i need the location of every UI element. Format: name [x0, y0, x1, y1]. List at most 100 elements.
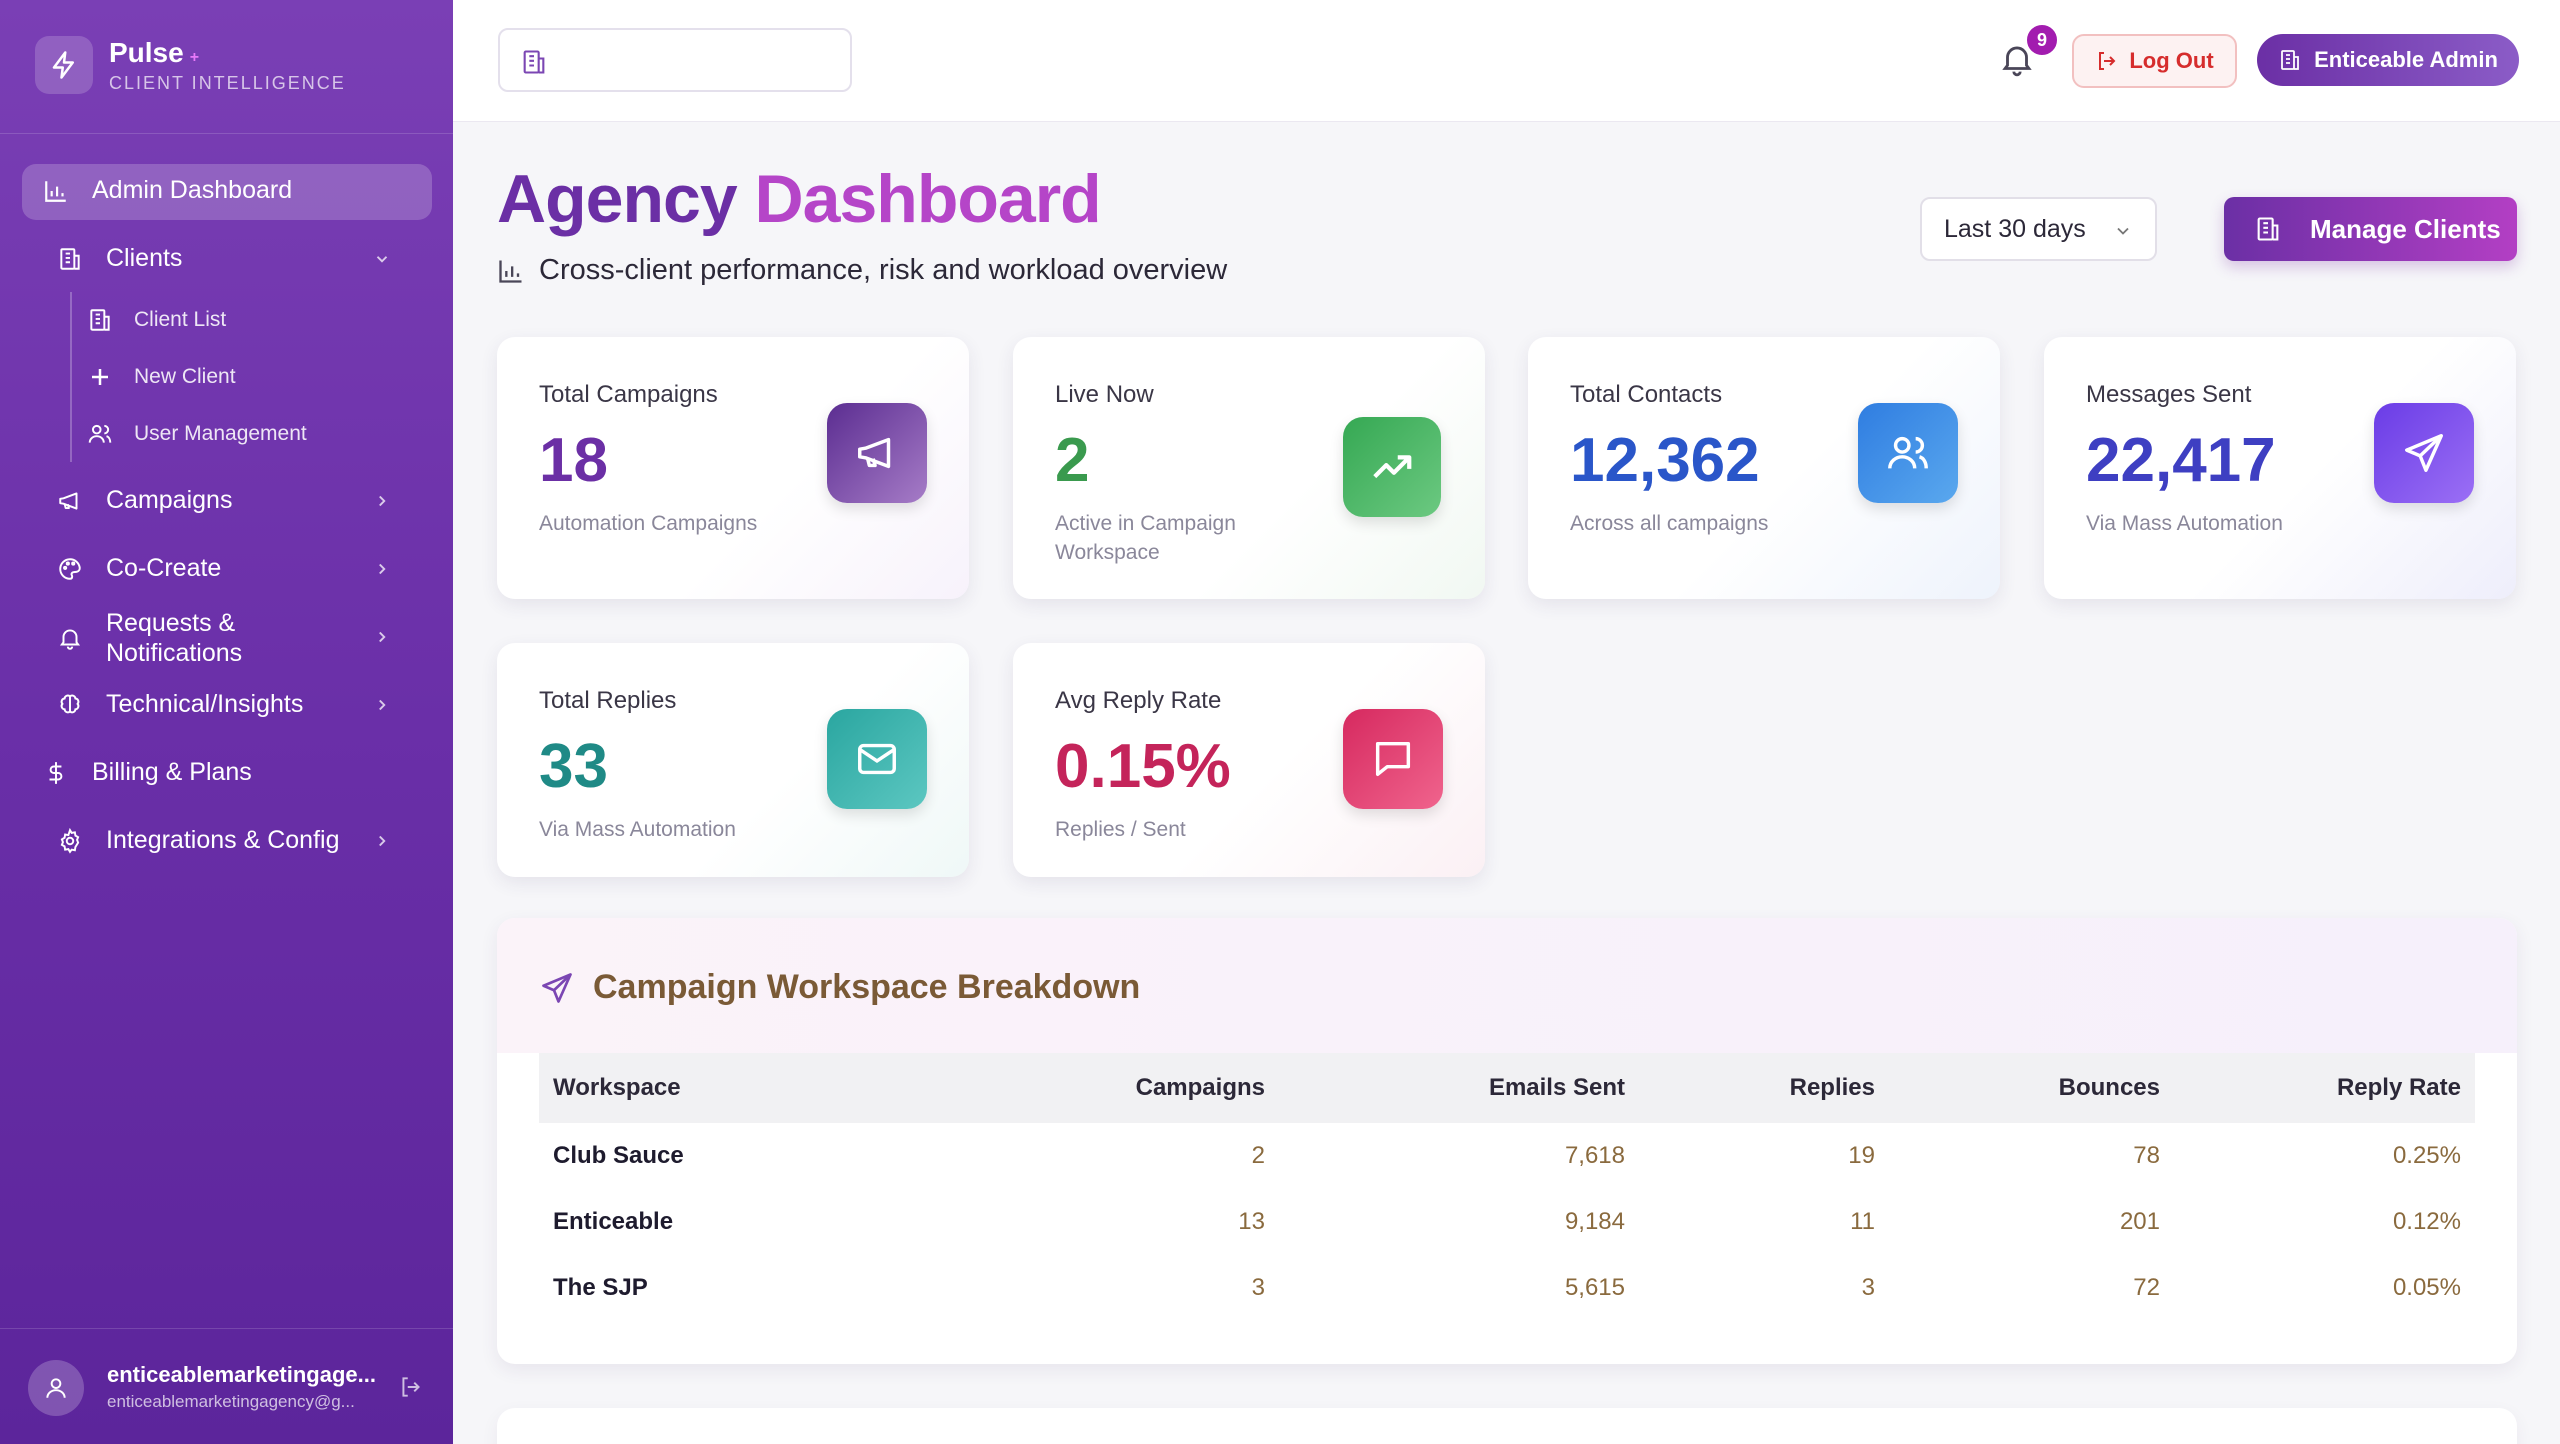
brand-name: Pulse [109, 36, 184, 68]
sidebar-item-label: Integrations & Config [106, 826, 340, 854]
sidebar-item-user-management[interactable]: User Management [86, 420, 307, 448]
chevron-right-icon [379, 699, 386, 711]
cell-replies: 11 [1850, 1208, 1875, 1235]
page-title: Agency Dashboard [497, 160, 1102, 238]
plus-icon [86, 363, 114, 391]
brand[interactable]: Pulse + CLIENT INTELLIGENCE [35, 36, 346, 94]
sidebar-divider [0, 1328, 453, 1329]
users-icon [1858, 403, 1958, 503]
bar-chart-icon [499, 260, 522, 283]
sidebar-item-co-create[interactable]: Co-Create [56, 554, 453, 583]
sidebar-item-label-line2: Notifications [106, 639, 243, 667]
stat-sub: Replies / Sent [1055, 818, 1186, 841]
sidebar-item-admin-dashboard[interactable]: Admin Dashboard [42, 176, 292, 205]
date-range-value: Last 30 days [1944, 214, 2086, 243]
bar-chart-icon [42, 177, 70, 205]
stat-card-total-campaigns: Total Campaigns 18 Automation Campaigns [497, 337, 969, 599]
cell-reply-rate: 0.12% [2392, 1208, 2461, 1235]
megaphone-icon [827, 403, 927, 503]
notification-badge: 9 [2024, 22, 2060, 58]
client-search-input[interactable] [498, 28, 852, 92]
section-header: Campaign Workspace Breakdown [497, 918, 2517, 1053]
cell-campaigns: 13 [1238, 1208, 1265, 1235]
column-header[interactable]: Campaigns [979, 1053, 1279, 1123]
table-row[interactable]: Enticeable 13 9,184 11 201 0.12% [539, 1189, 2475, 1255]
chevron-down-icon [376, 256, 388, 263]
sidebar-item-integrations-config[interactable]: Integrations & Config [56, 826, 453, 855]
active-nav-highlight [22, 164, 432, 220]
log-out-label: Log Out [2129, 48, 2214, 73]
bell-icon [56, 624, 84, 652]
sidebar-item-client-list[interactable]: Client List [86, 306, 226, 334]
stat-sub: Automation Campaigns [539, 512, 758, 535]
date-range-select[interactable]: Last 30 days [1920, 197, 2157, 261]
dollar-icon [42, 759, 70, 787]
stat-sub: Across all campaigns [1570, 512, 1769, 535]
sidebar-item-billing-plans[interactable]: Billing & Plans [42, 758, 252, 787]
column-header[interactable]: Emails Sent [1279, 1053, 1639, 1123]
brand-plus: + [189, 48, 200, 66]
stat-label: Total Contacts [1570, 381, 1723, 408]
user-profile: enticeablemarketingage... enticeablemark… [0, 1328, 453, 1444]
column-header[interactable]: Bounces [1889, 1053, 2174, 1123]
page-subtitle: Cross-client performance, risk and workl… [497, 254, 1227, 287]
cell-campaigns: 3 [1251, 1274, 1265, 1301]
building-icon [523, 50, 545, 74]
sidebar-item-label: Campaigns [106, 486, 233, 514]
sidebar-item-label: Client List [134, 308, 227, 331]
subtitle-text: Cross-client performance, risk and workl… [539, 254, 1228, 286]
stat-label: Avg Reply Rate [1055, 687, 1222, 714]
stat-label: Total Campaigns [539, 381, 718, 408]
chevron-right-icon [379, 495, 386, 507]
stat-value: 22,417 [2086, 426, 2276, 495]
user-email: enticeablemarketingagency@g... [107, 1392, 355, 1411]
building-icon [56, 245, 84, 273]
page-title-part1: Agency [497, 161, 738, 237]
chevron-right-icon [379, 563, 386, 575]
section-title: Campaign Workspace Breakdown [539, 968, 1140, 1007]
stat-card-live-now: Live Now 2 Active in Campaign Workspace [1013, 337, 1485, 599]
log-out-button[interactable]: Log Out [2072, 34, 2237, 88]
building-icon [86, 306, 114, 334]
breakdown-table: Workspace Campaigns Emails Sent Replies … [539, 1053, 2475, 1321]
manage-clients-button[interactable]: Manage Clients [2224, 197, 2517, 261]
cell-reply-rate: 0.05% [2392, 1274, 2461, 1301]
column-header[interactable]: Workspace [539, 1053, 979, 1123]
sidebar-item-campaigns[interactable]: Campaigns [56, 486, 453, 515]
sidebar-item-label: New Client [134, 365, 236, 388]
avatar[interactable] [28, 1360, 84, 1416]
send-icon [542, 972, 572, 1003]
sidebar-item-clients[interactable]: Clients [56, 244, 453, 273]
sign-out-icon[interactable] [398, 1374, 424, 1400]
sidebar: Pulse + CLIENT INTELLIGENCE Admin Dashboa… [0, 0, 453, 1444]
admin-profile-button[interactable]: Enticeable Admin [2257, 34, 2519, 86]
table-row[interactable]: The SJP 3 5,615 3 72 0.05% [539, 1255, 2475, 1321]
cell-bounces: 78 [2133, 1142, 2160, 1169]
cell-bounces: 72 [2133, 1274, 2160, 1301]
sidebar-item-label: Technical/Insights [106, 690, 304, 718]
stat-label: Total Replies [539, 687, 677, 714]
cell-replies: 3 [1861, 1274, 1875, 1301]
stat-label: Live Now [1055, 381, 1154, 408]
cell-reply-rate: 0.25% [2392, 1142, 2461, 1169]
cell-campaigns: 2 [1251, 1142, 1265, 1169]
table-row[interactable]: Club Sauce 2 7,618 19 78 0.25% [539, 1123, 2475, 1189]
sidebar-item-requests-notifications[interactable]: Requests & Notifications [56, 606, 453, 670]
users-icon [86, 420, 114, 448]
sidebar-item-technical-insights[interactable]: Technical/Insights [56, 690, 453, 719]
stat-sub: Via Mass Automation [2086, 512, 2283, 535]
sidebar-item-label: Requests & Notifications [106, 608, 242, 668]
bell-icon[interactable] [1998, 40, 2036, 78]
cell-replies: 19 [1848, 1142, 1875, 1169]
stat-card-avg-reply-rate: Avg Reply Rate 0.15% Replies / Sent [1013, 643, 1485, 877]
manage-clients-label: Manage Clients [2310, 213, 2501, 244]
user-icon [46, 1378, 66, 1398]
table-header-row: Workspace Campaigns Emails Sent Replies … [539, 1053, 2475, 1123]
sidebar-item-new-client[interactable]: New Client [86, 363, 236, 391]
gear-icon [56, 827, 84, 855]
stat-value: 33 [539, 732, 608, 801]
page-title-part2: Dashboard [754, 161, 1102, 237]
column-header[interactable]: Reply Rate [2174, 1053, 2475, 1123]
lightning-icon [35, 36, 93, 94]
column-header[interactable]: Replies [1639, 1053, 1889, 1123]
